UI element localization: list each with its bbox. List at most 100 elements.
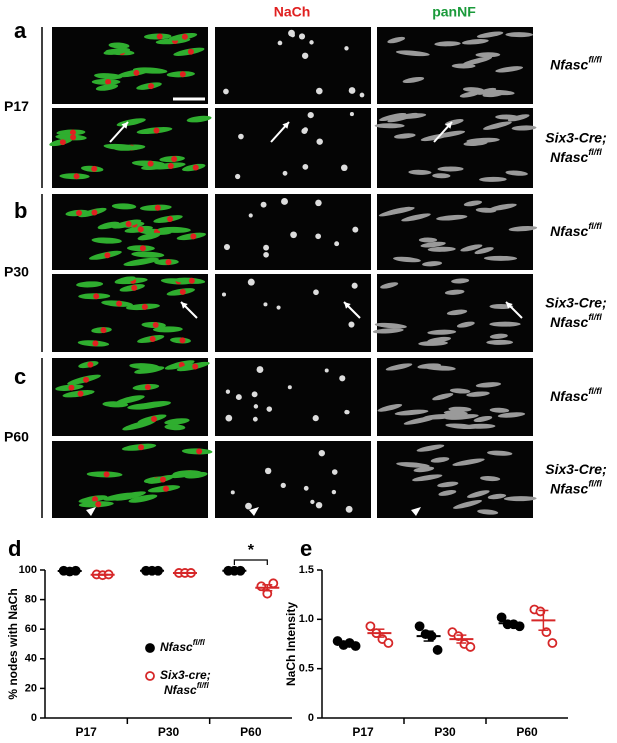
image-feature (374, 322, 407, 329)
image-feature (427, 336, 452, 343)
image-feature (104, 252, 111, 259)
y-tick-label: 0 (308, 712, 314, 724)
image-feature (434, 41, 461, 47)
image-feature (148, 83, 155, 90)
image-feature (181, 33, 188, 40)
image-feature (225, 389, 231, 394)
y-tick-label: 0 (31, 712, 37, 724)
image-feature (422, 261, 443, 267)
genotype-name: Nfasc (550, 56, 588, 72)
data-point (365, 621, 376, 632)
genotype-name: Nfasc (550, 388, 588, 404)
image-feature (351, 282, 358, 289)
image-feature (187, 48, 194, 55)
image-feature (312, 415, 319, 422)
image-feature (162, 485, 169, 492)
image-feature (154, 204, 161, 211)
image-feature (446, 309, 468, 316)
image-feature (451, 278, 470, 284)
image-feature (344, 46, 349, 51)
image-feature (432, 173, 451, 179)
image-feature (459, 91, 480, 98)
image-feature (164, 418, 190, 425)
image-feature (281, 197, 288, 205)
image-feature (137, 401, 171, 409)
image-feature (310, 499, 315, 505)
x-tick-label: P60 (516, 725, 538, 739)
image-feature (133, 69, 140, 76)
genotype-superscript: fl/fl (588, 55, 602, 65)
image-feature (131, 284, 138, 291)
image-feature (437, 166, 464, 172)
y-tick-label: 60 (25, 623, 37, 635)
legend-name: Six3-cre; (160, 668, 211, 682)
image-feature (420, 241, 446, 248)
image-feature (69, 129, 76, 136)
age-label: P60 (4, 429, 29, 445)
genotype-name: Nfasc (550, 149, 588, 165)
image-feature (256, 366, 264, 373)
image-feature (483, 255, 518, 261)
image-feature (247, 278, 255, 286)
image-feature (103, 143, 140, 151)
image-feature (235, 394, 242, 401)
y-axis-label: NaCh Intensity (284, 602, 298, 686)
image-feature (223, 88, 229, 95)
legend-superscript: fl/fl (193, 638, 206, 647)
image-feature (179, 337, 186, 344)
image-feature (394, 409, 429, 416)
image-feature (280, 482, 286, 488)
image-feature (445, 423, 477, 430)
image-feature (192, 363, 199, 370)
image-feature (95, 501, 102, 508)
image-feature (387, 112, 418, 123)
image-feature (307, 111, 314, 119)
image-feature (331, 469, 338, 475)
image-feature (348, 321, 355, 328)
image-feature (413, 466, 435, 473)
image-feature (416, 444, 445, 452)
image-feature (114, 276, 136, 284)
legend-marker (145, 671, 155, 681)
genotype-name: Nfasc (550, 314, 588, 330)
image-feature (466, 391, 490, 397)
image-feature (463, 140, 488, 146)
y-tick-label: 20 (25, 682, 37, 694)
genotype-label: Six3-Cre; (545, 461, 606, 477)
image-feature (473, 415, 493, 423)
image-feature (157, 226, 191, 233)
image-feature (165, 259, 172, 266)
image-feature (474, 247, 494, 255)
genotype-name: Nfasc (550, 480, 588, 496)
image-feature (477, 509, 499, 515)
genotype-label: Nfascfl/fl (550, 55, 602, 72)
image-feature (282, 170, 288, 176)
image-feature (395, 50, 430, 57)
image-feature (251, 391, 258, 398)
data-point (268, 578, 279, 589)
image-feature (164, 424, 186, 431)
image-feature (452, 458, 485, 466)
image-feature (480, 476, 501, 482)
image-feature (324, 368, 329, 373)
image-feature (461, 39, 489, 45)
panel-letter: a (14, 18, 27, 43)
image-feature (489, 321, 521, 327)
image-feature (179, 288, 186, 295)
genotype-name: Nfasc (550, 223, 588, 239)
legend-superscript: fl/fl (197, 681, 210, 690)
genotype-superscript: fl/fl (588, 147, 602, 157)
image-feature (167, 216, 174, 223)
x-tick-label: P30 (158, 725, 180, 739)
image-feature (129, 363, 160, 370)
arrowhead (282, 122, 289, 129)
image-feature (444, 289, 465, 295)
image-feature (489, 333, 508, 339)
image-feature (359, 92, 365, 98)
y-tick-label: 40 (25, 653, 37, 665)
image-feature (131, 251, 165, 258)
image-feature (153, 127, 160, 134)
image-feature (437, 481, 459, 488)
image-feature (487, 493, 507, 500)
image-feature (171, 156, 178, 163)
